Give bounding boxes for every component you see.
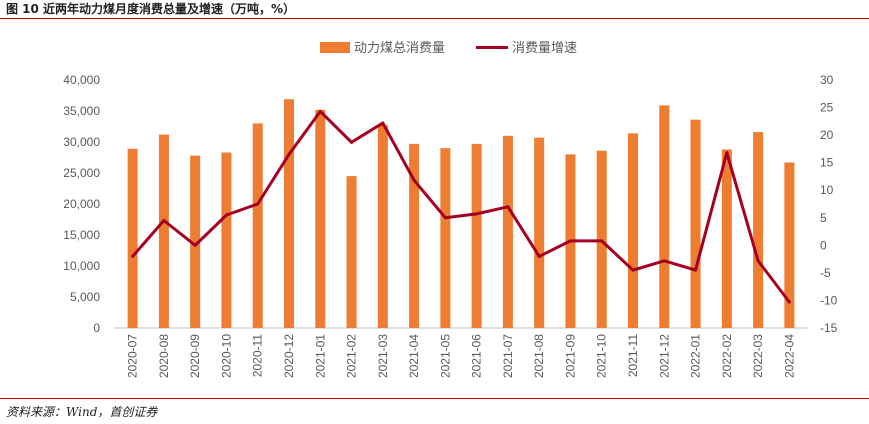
figure-title: 图 10 近两年动力煤月度消费总量及增速（万吨，%）	[6, 2, 296, 16]
line-point	[287, 152, 291, 156]
title-rule	[0, 18, 869, 19]
line-series	[131, 109, 791, 304]
line-point	[600, 239, 604, 243]
legend-bar-swatch	[320, 42, 350, 53]
bar	[721, 149, 732, 328]
bar	[534, 137, 545, 328]
y-left-tick-label: 30,000	[63, 135, 100, 149]
x-tick-label: 2021-09	[563, 334, 577, 378]
bar	[346, 176, 357, 328]
line-point	[318, 109, 322, 113]
y-left-tick-label: 10,000	[63, 259, 100, 273]
bar	[221, 152, 232, 328]
line-point	[381, 121, 385, 125]
x-tick-label: 2020-08	[157, 334, 171, 378]
line-point	[443, 216, 447, 220]
bar	[315, 109, 326, 328]
x-tick-label: 2021-02	[345, 334, 359, 378]
bar	[471, 143, 482, 328]
y-axis-left: 0 5,000 10,000 15,000 20,000 25,000 30,000 35,0…	[63, 73, 100, 335]
x-tick-label: 2021-10	[595, 334, 609, 378]
source-note: 资料来源：Wind，首创证券	[6, 405, 158, 419]
x-axis-labels: 2020-07 2020-08 2020-09 2020-10 2020-11 2020-…	[126, 334, 797, 378]
line-point	[725, 151, 729, 155]
bar	[252, 123, 263, 329]
x-tick-label: 2021-07	[501, 334, 515, 378]
line-point	[662, 259, 666, 263]
line-point	[412, 178, 416, 182]
line-point	[631, 268, 635, 272]
bar	[158, 134, 169, 328]
y-right-tick-label: -10	[820, 293, 838, 307]
line-point	[162, 219, 166, 223]
bar	[284, 99, 294, 328]
y-right-tick-label: 10	[820, 183, 834, 197]
x-tick-label: 2021-11	[626, 334, 640, 377]
y-right-tick-label: -5	[820, 266, 831, 280]
legend-line-label: 消费量增速	[512, 41, 577, 56]
bar	[440, 148, 451, 328]
bar	[753, 132, 764, 328]
bar	[190, 155, 201, 328]
x-tick-label: 2021-12	[657, 334, 671, 378]
line-point	[256, 202, 260, 206]
x-tick-label: 2021-03	[376, 334, 390, 378]
bar	[784, 162, 795, 328]
x-tick-label: 2022-03	[751, 334, 765, 378]
y-left-tick-label: 20,000	[63, 197, 100, 211]
line-point	[568, 239, 572, 243]
bar	[596, 150, 607, 328]
y-right-tick-label: 15	[820, 156, 834, 170]
growth-line	[131, 109, 791, 304]
line-point	[224, 213, 228, 217]
bar-series	[127, 99, 795, 329]
x-tick-label: 2020-09	[188, 334, 202, 378]
y-right-tick-label: 25	[820, 101, 834, 115]
y-right-tick-label: 0	[820, 238, 827, 252]
line-point	[506, 205, 510, 209]
y-right-tick-label: 5	[820, 211, 827, 225]
bar	[377, 125, 388, 328]
x-tick-label: 2020-12	[282, 334, 296, 378]
bar	[502, 135, 513, 328]
x-tick-label: 2022-01	[689, 334, 703, 378]
y-right-tick-label: 30	[820, 73, 834, 87]
x-tick-label: 2021-04	[407, 334, 421, 378]
line-point	[475, 212, 479, 216]
x-tick-label: 2022-04	[782, 334, 796, 378]
line-point	[787, 300, 791, 304]
y-left-tick-label: 0	[93, 321, 100, 335]
line-point	[131, 254, 135, 258]
x-tick-label: 2022-02	[720, 334, 734, 378]
bar	[690, 119, 701, 329]
bar	[409, 143, 420, 328]
y-right-tick-label: -15	[820, 321, 838, 335]
x-tick-label: 2021-08	[532, 334, 546, 378]
bar	[659, 105, 670, 328]
x-tick-label: 2020-10	[219, 334, 233, 378]
y-right-tick-label: 20	[820, 128, 834, 142]
x-tick-label: 2021-05	[438, 334, 452, 378]
y-left-tick-label: 40,000	[63, 73, 100, 87]
footer-rule	[0, 398, 869, 399]
bar	[628, 133, 638, 328]
x-tick-label: 2021-06	[470, 334, 484, 378]
x-tick-label: 2020-11	[251, 334, 265, 377]
y-left-tick-label: 35,000	[63, 104, 100, 118]
line-point	[694, 268, 698, 272]
line-point	[537, 254, 541, 258]
line-point	[350, 140, 354, 144]
y-left-tick-label: 25,000	[63, 166, 100, 180]
y-left-tick-label: 15,000	[63, 228, 100, 242]
x-tick-label: 2020-07	[126, 334, 140, 378]
legend-bar-label: 动力煤总消费量	[354, 41, 445, 56]
y-axis-right: -15 -10 -5 0 5 10 15 20 25 30	[820, 73, 838, 335]
y-left-tick-label: 5,000	[70, 290, 100, 304]
line-point	[193, 243, 197, 247]
bar	[127, 148, 138, 328]
x-tick-label: 2021-01	[313, 334, 327, 378]
legend: 动力煤总消费量 消费量增速	[320, 41, 577, 56]
line-point	[756, 259, 760, 263]
